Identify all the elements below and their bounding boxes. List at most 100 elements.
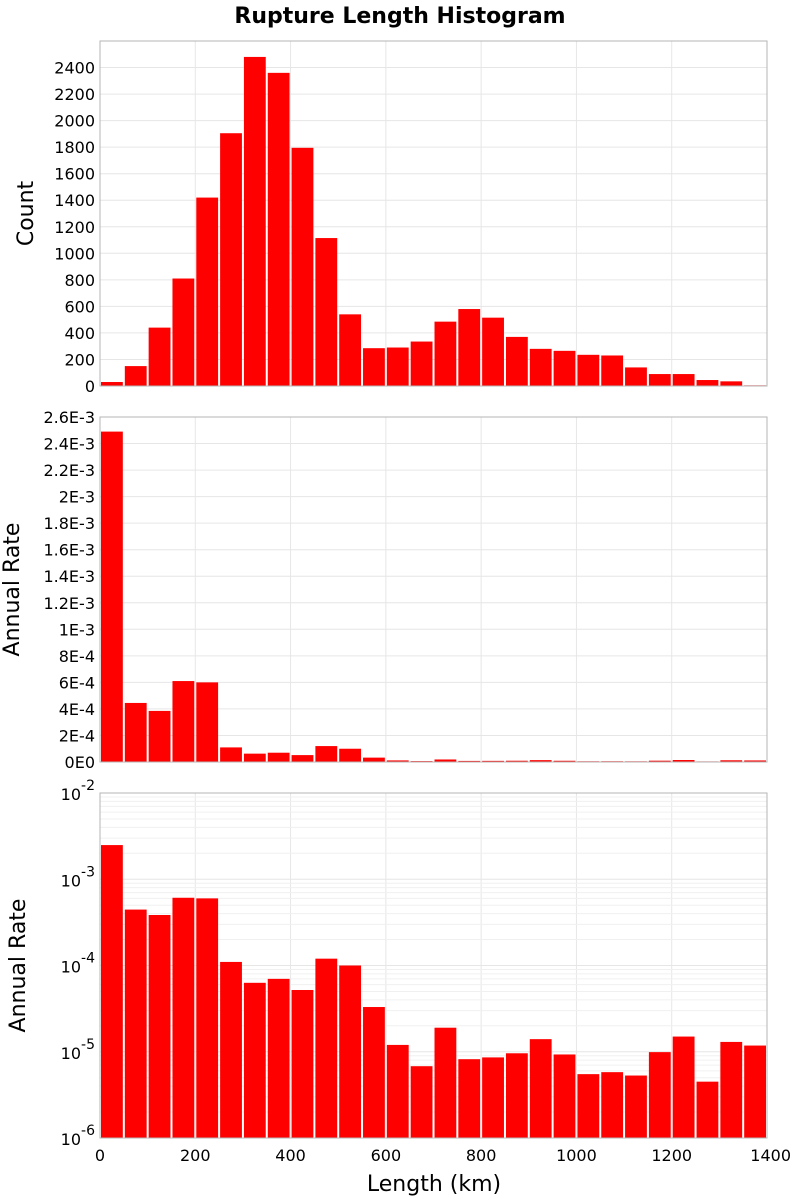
y-tick-label: 8E-4 [59,647,95,666]
x-tick-label: 800 [466,1146,497,1165]
histogram-bar [148,710,171,762]
y-tick-label: 600 [64,297,95,316]
histogram-bar [601,1072,624,1138]
y-axis-label: Annual Rate [6,899,31,1033]
y-tick-label: 2.4E-3 [43,435,95,454]
histogram-bar [315,958,338,1138]
histogram-bar [744,760,766,762]
histogram-bar [529,760,552,762]
histogram-bar [601,355,624,386]
histogram-bar [172,897,195,1138]
y-tick-label: 1400 [54,191,95,210]
histogram-bar [243,982,266,1138]
histogram-bar [553,350,576,386]
x-tick-label: 1000 [556,1146,597,1165]
histogram-bar [505,336,528,386]
y-tick-label: 4E-4 [59,700,95,719]
histogram-bar [744,1045,766,1138]
y-axis-label: Annual Rate [0,523,25,657]
histogram-bar [124,366,147,386]
histogram-bar [101,845,123,1138]
histogram-bar [267,72,290,386]
histogram-bar [363,1007,385,1138]
y-tick-label: 1.8E-3 [43,514,95,533]
histogram-bar [648,374,671,386]
y-tick-label: 1.4E-3 [43,567,95,586]
histogram-bar [291,989,314,1138]
y-tick-label: 1800 [54,138,95,157]
y-tick-label: 0E0 [65,753,95,772]
histogram-bar [386,1044,409,1138]
y-tick-label: 2E-4 [59,726,95,745]
histogram-bar [482,760,504,762]
histogram-bar [148,327,171,386]
histogram-bar [720,381,743,386]
x-tick-label: 1200 [651,1146,692,1165]
histogram-bar [386,760,409,762]
y-tick-label: 400 [64,324,95,343]
histogram-bar [434,321,457,386]
histogram-bar [482,317,504,386]
histogram-bar [672,374,695,386]
histogram-bar [482,1057,504,1138]
histogram-bar [363,348,385,386]
y-tick-label: 0 [85,377,95,396]
histogram-bar [553,1054,576,1138]
histogram-bar [505,760,528,762]
histogram-bar [124,702,147,762]
y-tick-label: 2200 [54,85,95,104]
histogram-bar [243,753,266,762]
histogram-bar [529,1039,552,1138]
x-tick-label: 1400 [750,1146,791,1165]
histogram-bar [291,147,314,386]
histogram-bar [696,380,719,386]
y-tick-label: 2.2E-3 [43,461,95,480]
y-tick-label: 2.6E-3 [43,408,95,427]
histogram-bar [220,747,242,762]
y-axis-label: Count [14,180,39,246]
panel-rate-linear: 0E0 2E-4 4E-4 6E-4 8E-4 1E-3 1.2E-3 1.4E-3 1.6E-… [0,408,768,772]
histogram-bar [101,431,123,762]
histogram-bar [458,1059,481,1138]
x-axis-label: Length (km) [367,1172,501,1197]
histogram-bar [196,197,219,386]
histogram-bar [625,367,647,386]
histogram-bar [196,682,219,762]
y-tick-label: 2E-3 [59,488,95,507]
histogram-bar [196,898,219,1138]
histogram-bar [267,978,290,1138]
histogram-bar [124,909,147,1138]
y-tick-label: 2400 [54,59,95,78]
histogram-bar [648,1052,671,1138]
histogram-bar [220,961,242,1138]
y-tick-label: 10-5 [61,1037,95,1063]
histogram-bar [648,760,671,762]
y-tick-label: 10-4 [61,951,95,977]
y-tick-label: 1000 [54,244,95,263]
histogram-bar [339,314,362,386]
y-tick-label: 1600 [54,165,95,184]
histogram-bar [720,760,743,762]
histogram-bar [672,760,695,762]
y-tick-label: 10-3 [61,864,95,890]
histogram-bar [101,382,123,386]
histogram-bar [315,746,338,762]
y-tick-label: 1.2E-3 [43,594,95,613]
x-tick-label: 400 [275,1146,306,1165]
histogram-bar [458,760,481,762]
y-tick-label: 200 [64,350,95,369]
histogram-bar [410,1066,433,1138]
x-tick-label: 600 [371,1146,402,1165]
histogram-bar [410,341,433,386]
histogram-bar [386,347,409,386]
histogram-bar [291,755,314,762]
histogram-bar [672,1036,695,1138]
plot-frame [99,416,768,763]
y-tick-label: 10-6 [61,1123,95,1149]
histogram-bar [363,757,385,762]
histogram-bar [315,238,338,386]
y-tick-label: 6E-4 [59,673,95,692]
histogram-bar [553,760,576,762]
histogram-bar [505,1053,528,1138]
